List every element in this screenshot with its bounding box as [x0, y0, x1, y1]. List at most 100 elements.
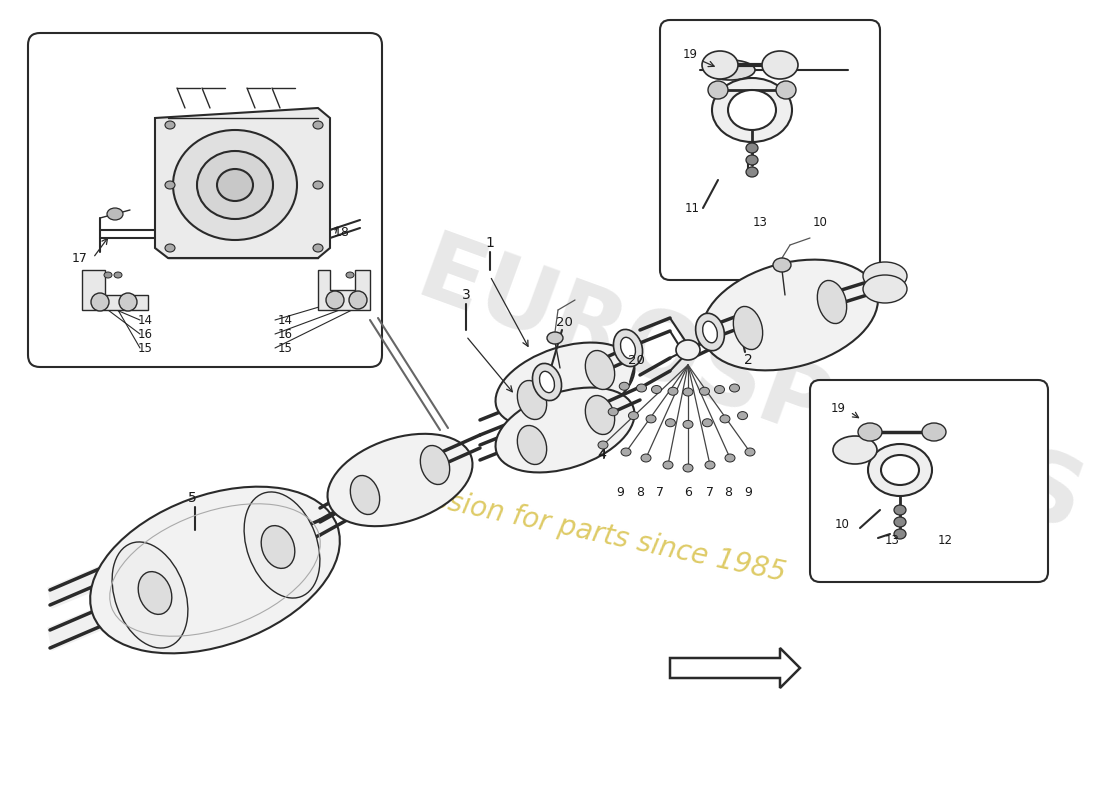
Text: 13: 13 — [752, 215, 768, 229]
Ellipse shape — [585, 350, 615, 390]
Ellipse shape — [676, 340, 700, 360]
Ellipse shape — [547, 332, 563, 344]
Ellipse shape — [663, 461, 673, 469]
Text: 18: 18 — [334, 226, 350, 238]
Ellipse shape — [720, 415, 730, 423]
Text: 1: 1 — [485, 236, 494, 250]
FancyBboxPatch shape — [660, 20, 880, 280]
Ellipse shape — [91, 293, 109, 311]
Ellipse shape — [695, 314, 725, 350]
Ellipse shape — [894, 517, 906, 527]
Ellipse shape — [868, 444, 932, 496]
Text: 13: 13 — [884, 534, 900, 546]
Ellipse shape — [346, 272, 354, 278]
Ellipse shape — [773, 258, 791, 272]
Ellipse shape — [668, 387, 678, 395]
Ellipse shape — [641, 454, 651, 462]
Text: 16: 16 — [278, 327, 293, 341]
Ellipse shape — [734, 306, 762, 350]
FancyBboxPatch shape — [810, 380, 1048, 582]
Ellipse shape — [139, 572, 172, 614]
Text: 19: 19 — [830, 402, 846, 414]
Text: 7: 7 — [656, 486, 664, 498]
Ellipse shape — [517, 381, 547, 419]
Text: 3: 3 — [462, 288, 471, 302]
Ellipse shape — [702, 51, 738, 79]
Text: 8: 8 — [724, 486, 732, 498]
Ellipse shape — [628, 411, 638, 419]
Ellipse shape — [197, 151, 273, 219]
Text: 8: 8 — [636, 486, 644, 498]
Ellipse shape — [746, 155, 758, 165]
Ellipse shape — [708, 81, 728, 99]
Text: 4: 4 — [597, 448, 606, 462]
Ellipse shape — [864, 262, 907, 290]
Ellipse shape — [651, 386, 661, 394]
Polygon shape — [670, 648, 800, 688]
Ellipse shape — [326, 291, 344, 309]
Ellipse shape — [881, 455, 918, 485]
Ellipse shape — [683, 421, 693, 429]
Polygon shape — [318, 270, 370, 310]
Text: 12: 12 — [937, 534, 953, 546]
Text: 7: 7 — [706, 486, 714, 498]
Ellipse shape — [114, 272, 122, 278]
Ellipse shape — [112, 542, 188, 648]
Ellipse shape — [165, 121, 175, 129]
Ellipse shape — [244, 492, 320, 598]
Ellipse shape — [614, 330, 642, 366]
Text: 20: 20 — [628, 354, 645, 366]
Ellipse shape — [217, 169, 253, 201]
Ellipse shape — [495, 342, 635, 427]
Ellipse shape — [762, 51, 798, 79]
Ellipse shape — [729, 384, 739, 392]
Ellipse shape — [539, 371, 554, 393]
Ellipse shape — [495, 387, 635, 473]
Ellipse shape — [894, 529, 906, 539]
Ellipse shape — [420, 446, 450, 485]
Ellipse shape — [705, 60, 755, 80]
Text: 10: 10 — [835, 518, 849, 531]
Ellipse shape — [104, 272, 112, 278]
Ellipse shape — [746, 143, 758, 153]
Ellipse shape — [173, 130, 297, 240]
Ellipse shape — [776, 81, 796, 99]
Polygon shape — [155, 108, 330, 258]
Ellipse shape — [621, 448, 631, 456]
Ellipse shape — [619, 382, 629, 390]
Ellipse shape — [666, 418, 675, 426]
Ellipse shape — [712, 78, 792, 142]
Text: 2: 2 — [744, 353, 752, 367]
Ellipse shape — [107, 208, 123, 220]
Ellipse shape — [350, 475, 380, 514]
Ellipse shape — [637, 384, 647, 392]
Text: 15: 15 — [139, 342, 153, 354]
Ellipse shape — [715, 386, 725, 394]
Ellipse shape — [646, 415, 656, 423]
Text: 9: 9 — [616, 486, 624, 498]
Ellipse shape — [725, 454, 735, 462]
Ellipse shape — [608, 408, 618, 416]
Ellipse shape — [261, 526, 295, 568]
Text: 10: 10 — [813, 215, 827, 229]
Ellipse shape — [858, 423, 882, 441]
Ellipse shape — [517, 426, 547, 465]
Text: 11: 11 — [684, 202, 700, 214]
Text: 4: 4 — [598, 449, 606, 462]
Ellipse shape — [700, 387, 710, 395]
Ellipse shape — [165, 244, 175, 252]
Text: 6: 6 — [684, 486, 692, 498]
Ellipse shape — [314, 181, 323, 189]
Polygon shape — [48, 598, 125, 650]
Ellipse shape — [314, 244, 323, 252]
Ellipse shape — [119, 293, 138, 311]
Text: 17: 17 — [73, 251, 88, 265]
Ellipse shape — [703, 418, 713, 426]
Ellipse shape — [683, 388, 693, 396]
Text: 5: 5 — [188, 491, 197, 505]
Ellipse shape — [705, 461, 715, 469]
FancyBboxPatch shape — [28, 33, 382, 367]
Text: 15: 15 — [278, 342, 293, 354]
Ellipse shape — [817, 281, 847, 323]
Ellipse shape — [620, 338, 636, 358]
